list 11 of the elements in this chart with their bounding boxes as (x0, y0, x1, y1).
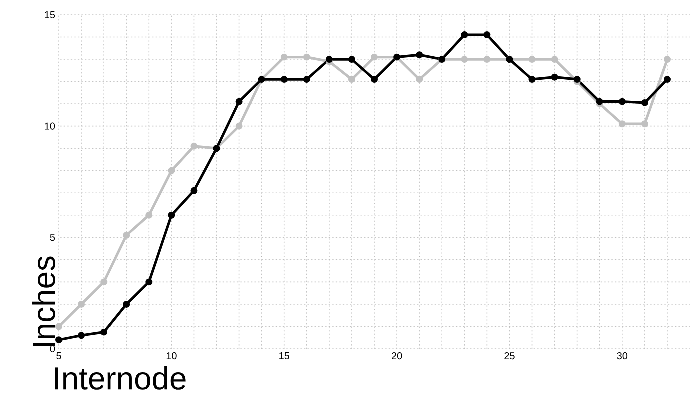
x-tick-label: 15 (280, 352, 290, 360)
y-tick-label: 15 (45, 12, 56, 18)
y-tick-label: 5 (50, 234, 56, 242)
x-tick-label: 25 (504, 352, 515, 360)
x-tick-label: 10 (166, 352, 177, 360)
x-tick-label: 5 (56, 352, 62, 360)
x-tick-label: 30 (617, 352, 628, 360)
x-axis-title: Internode (55, 366, 186, 390)
y-axis-title: Inches (32, 256, 56, 347)
y-tick-label: 10 (45, 122, 56, 130)
x-tick-label: 20 (392, 352, 402, 360)
